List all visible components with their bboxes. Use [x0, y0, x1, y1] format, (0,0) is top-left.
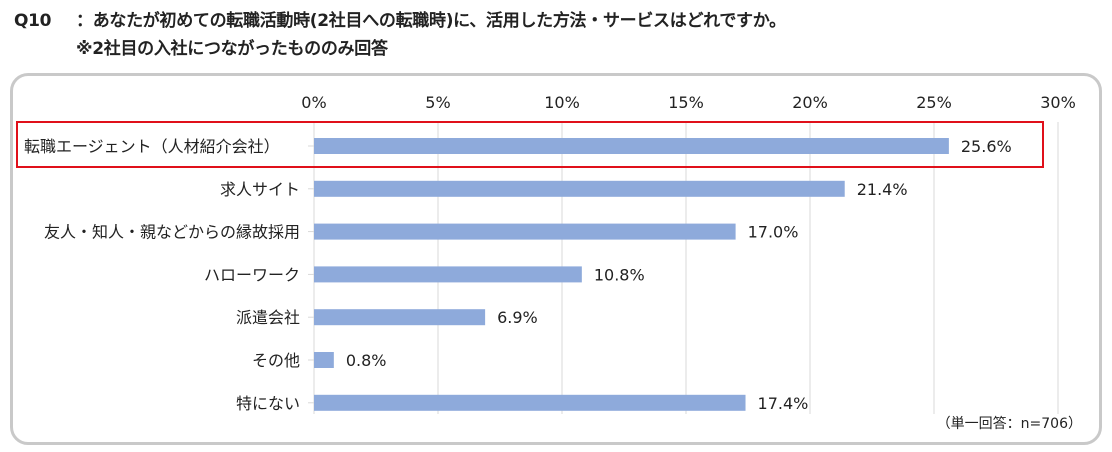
x-tick-label: 30% [1040, 93, 1076, 112]
question-number: Q10 [14, 11, 52, 31]
category-label: 派遣会社 [236, 308, 300, 327]
x-tick-label: 5% [425, 93, 450, 112]
value-label: 17.4% [758, 394, 809, 413]
x-tick-label: 15% [668, 93, 704, 112]
bar [314, 180, 845, 197]
question-note: ※2社目の入社につながったもののみ回答 [76, 39, 388, 59]
category-label: その他 [252, 351, 300, 370]
category-label: 求人サイト [220, 180, 300, 199]
bar [314, 352, 334, 368]
value-label: 17.0% [748, 223, 799, 242]
category-label: 転職エージェント（人材紹介会社） [24, 137, 280, 156]
bar [314, 266, 582, 283]
bar [314, 138, 949, 154]
category-label: 特にない [236, 394, 300, 413]
value-label: 6.9% [497, 308, 538, 327]
bar [314, 309, 486, 326]
x-tick-label: 25% [916, 93, 952, 112]
sample-size-note: （単一回答：n=706） [936, 416, 1082, 432]
chart-frame [10, 73, 1102, 445]
x-tick-label: 10% [544, 93, 580, 112]
bar [314, 394, 746, 411]
value-label: 10.8% [594, 265, 645, 284]
x-tick-label: 0% [301, 93, 326, 112]
category-label: 友人・知人・親などからの縁故採用 [44, 223, 300, 242]
highlight-box [16, 121, 1044, 168]
question-text: ：あなたが初めての転職活動時(2社目への転職時)に、活用した方法・サービスはどれ… [76, 11, 786, 31]
value-label: 0.8% [346, 351, 387, 370]
x-tick-label: 20% [792, 93, 828, 112]
category-label: ハローワーク [204, 265, 300, 284]
bar [314, 223, 736, 240]
value-label: 21.4% [857, 180, 908, 199]
question-line: Q10 ：あなたが初めての転職活動時(2社目への転職時)に、活用した方法・サービス… [14, 6, 786, 31]
value-label: 25.6% [961, 137, 1012, 156]
